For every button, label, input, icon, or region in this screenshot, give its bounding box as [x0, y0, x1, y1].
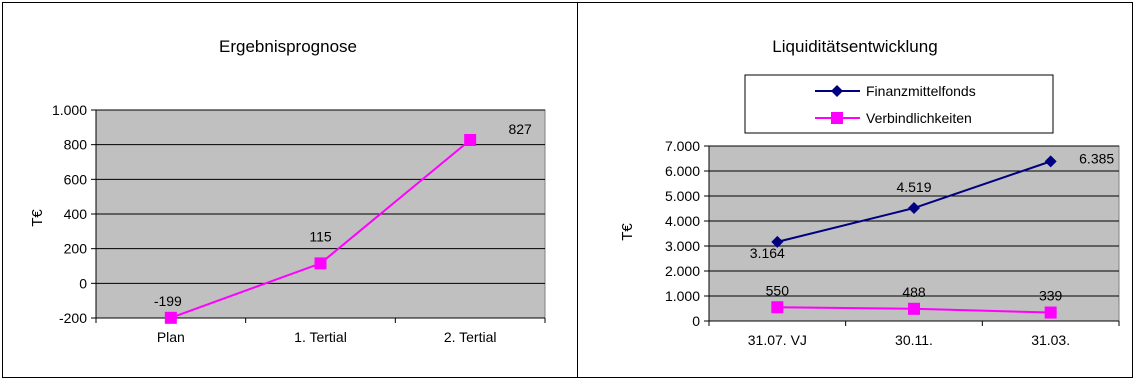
chart2-series-1-point — [1044, 306, 1057, 319]
legend-verbindlichkeiten-label: Verbindlichkeiten — [866, 110, 972, 126]
chart1-title: Ergebnisprognose — [219, 37, 357, 56]
legend-finanzmittelfonds-label: Finanzmittelfonds — [866, 83, 976, 99]
chart2-series-1-data-label: 339 — [1039, 288, 1063, 304]
chart1-ytick-label: 0 — [79, 275, 87, 291]
chart1-ytick-label: 600 — [64, 171, 88, 187]
ergebnisprognose-chart: Ergebnisprognose T€ 1.000 800 600 400 200 0 -2… — [29, 37, 546, 345]
chart2-ytick-label: 2.000 — [665, 263, 700, 279]
chart2-ytick-label: 4.000 — [665, 213, 700, 229]
chart2-series-1-point — [771, 301, 784, 314]
chart1-xtick-label: 2. Tertial — [444, 329, 497, 345]
chart2-ytick-label: 6.000 — [665, 163, 700, 179]
chart1-series-0-point — [314, 257, 327, 270]
chart2-plot-area — [708, 145, 1120, 322]
chart2-legend-box — [744, 74, 1054, 134]
chart1-xtick-label: 1. Tertial — [294, 329, 347, 345]
chart2-ylabel: T€ — [619, 223, 636, 241]
chart2-series-1-point — [908, 302, 920, 315]
chart1-series-0-data-label: 827 — [508, 121, 532, 137]
chart2-ytick-label: 0 — [692, 313, 700, 329]
chart2-title: Liquiditätsentwicklung — [772, 37, 937, 56]
chart2-series-1-data-label: 488 — [902, 284, 926, 300]
chart2-series-0-point — [771, 235, 784, 248]
chart1-ylabel: T€ — [29, 209, 46, 227]
chart1-ytick-label: 800 — [64, 137, 88, 153]
legend-finanzmittelfonds-marker — [831, 85, 843, 97]
chart2-ytick-label: 1.000 — [665, 288, 700, 304]
chart2-ytick-label: 5.000 — [665, 188, 700, 204]
chart1-ytick-label: 400 — [64, 206, 88, 222]
chart2-xtick-label: 30.11. — [895, 332, 933, 348]
chart2-series-0-data-label: 4.519 — [896, 179, 931, 195]
chart2-series-0-point — [908, 202, 920, 215]
chart1-series-0-point — [164, 311, 177, 324]
chart2-series-0-point — [1044, 155, 1057, 168]
chart1-xtick-label: Plan — [157, 329, 185, 345]
chart1-series-0-data-label: 115 — [309, 228, 332, 244]
legend-verbindlichkeiten-marker — [831, 112, 843, 124]
chart2-legend: Finanzmittelfonds Verbindlichkeiten — [744, 74, 1054, 134]
chart1-series-0-point — [464, 133, 477, 146]
chart1-ytick-label: 1.000 — [52, 102, 87, 118]
chart2-xtick-label: 31.07. VJ — [748, 332, 807, 348]
chart2-ytick-label: 3.000 — [665, 238, 700, 254]
chart1-series-0-data-label: -199 — [154, 293, 182, 309]
panel-divider — [577, 2, 578, 378]
outer-frame — [2, 2, 1133, 378]
chart2-series-1-data-label: 550 — [766, 282, 790, 298]
chart2-series-0-data-label: 3.164 — [750, 245, 785, 261]
chart2-series-0-data-label: 6.385 — [1079, 150, 1114, 166]
chart2-xtick-label: 31.03. — [1031, 332, 1070, 348]
chart2-ytick-label: 7.000 — [665, 138, 700, 154]
chart1-ytick-label: 200 — [64, 241, 88, 257]
chart1-ytick-label: -200 — [59, 310, 87, 326]
